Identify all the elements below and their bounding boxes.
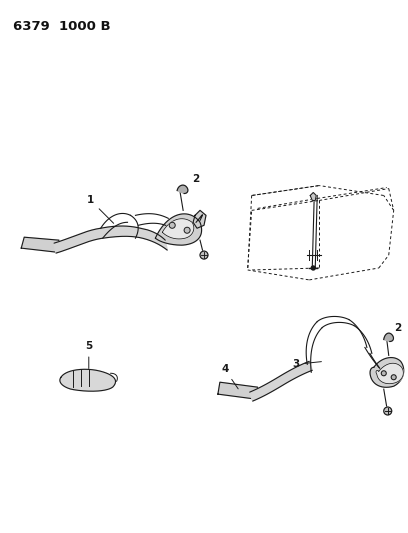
Polygon shape <box>370 358 404 387</box>
Circle shape <box>200 251 208 259</box>
Text: 2: 2 <box>394 322 401 333</box>
Circle shape <box>384 407 392 415</box>
Circle shape <box>169 222 175 228</box>
Polygon shape <box>21 237 59 252</box>
Polygon shape <box>177 185 188 193</box>
Polygon shape <box>218 382 257 399</box>
Polygon shape <box>310 192 316 200</box>
Text: 6379  1000 B: 6379 1000 B <box>13 20 111 33</box>
Polygon shape <box>384 333 393 342</box>
Circle shape <box>184 227 190 233</box>
Text: 4: 4 <box>221 364 238 389</box>
Polygon shape <box>60 369 115 391</box>
Circle shape <box>381 371 386 376</box>
Polygon shape <box>376 364 404 384</box>
Circle shape <box>391 375 396 379</box>
Polygon shape <box>155 214 202 245</box>
Polygon shape <box>162 219 194 239</box>
Polygon shape <box>193 211 206 228</box>
Text: 5: 5 <box>85 342 93 368</box>
Circle shape <box>311 266 315 270</box>
Polygon shape <box>250 361 312 401</box>
Polygon shape <box>54 226 167 253</box>
Text: 2: 2 <box>192 174 200 183</box>
Text: 1: 1 <box>87 196 114 223</box>
Text: 3: 3 <box>292 359 322 369</box>
